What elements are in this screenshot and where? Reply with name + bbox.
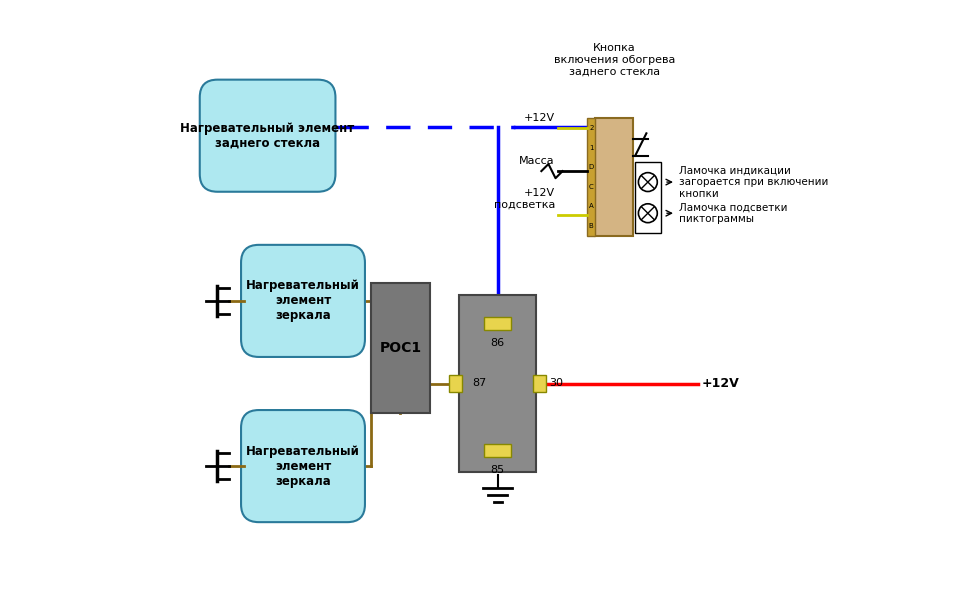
Bar xyxy=(588,118,595,236)
Text: Ламочка индикации
загорается при включении
кнопки: Ламочка индикации загорается при включен… xyxy=(679,165,828,199)
Text: 2: 2 xyxy=(589,125,593,131)
Bar xyxy=(533,375,546,392)
Bar xyxy=(449,375,463,392)
Text: +12V: +12V xyxy=(701,377,739,390)
Text: Нагревательный
элемент
зеркала: Нагревательный элемент зеркала xyxy=(246,280,360,322)
Bar xyxy=(485,444,511,457)
Text: 85: 85 xyxy=(491,465,505,475)
FancyBboxPatch shape xyxy=(241,245,365,357)
Text: Ламочка подсветки
пиктограммы: Ламочка подсветки пиктограммы xyxy=(679,202,787,224)
Circle shape xyxy=(638,173,658,192)
Text: 87: 87 xyxy=(472,379,487,388)
Text: Кнопка
включения обогрева
заднего стекла: Кнопка включения обогрева заднего стекла xyxy=(554,44,675,77)
Text: 1: 1 xyxy=(589,145,593,150)
Text: 86: 86 xyxy=(491,338,505,348)
Circle shape xyxy=(638,204,658,222)
FancyBboxPatch shape xyxy=(241,410,365,522)
Bar xyxy=(485,317,511,330)
Bar xyxy=(595,118,634,236)
FancyBboxPatch shape xyxy=(200,80,335,192)
Text: D: D xyxy=(588,164,594,170)
Bar xyxy=(459,295,536,472)
Text: 30: 30 xyxy=(549,379,563,388)
Text: +12V
подсветка: +12V подсветка xyxy=(493,188,555,210)
Text: B: B xyxy=(588,223,593,229)
Text: +12V: +12V xyxy=(524,113,555,123)
Text: Масса: Масса xyxy=(519,156,555,166)
Bar xyxy=(371,283,430,413)
Bar xyxy=(635,162,661,233)
Text: РОС1: РОС1 xyxy=(379,341,421,355)
Text: A: A xyxy=(588,204,593,209)
Text: Нагревательный
элемент
зеркала: Нагревательный элемент зеркала xyxy=(246,445,360,487)
Text: Нагревательный элемент
заднего стекла: Нагревательный элемент заднего стекла xyxy=(180,122,355,150)
Text: C: C xyxy=(588,184,593,190)
